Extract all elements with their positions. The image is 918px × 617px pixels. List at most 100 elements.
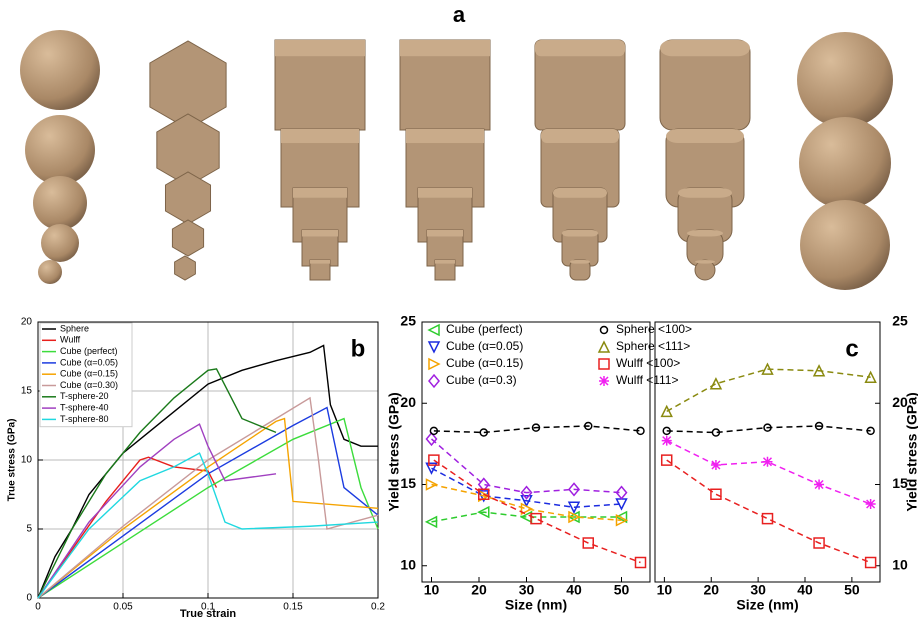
sphere bbox=[33, 176, 87, 230]
sphere bbox=[38, 260, 62, 284]
y-tick-label: 20 bbox=[892, 394, 908, 410]
series-line bbox=[431, 511, 622, 523]
marker bbox=[634, 556, 647, 569]
x-tick-label: 20 bbox=[703, 582, 719, 598]
cube-face bbox=[418, 188, 472, 198]
legend-label: Sphere <111> bbox=[616, 339, 690, 353]
panel-label: a bbox=[453, 2, 466, 27]
panel-a bbox=[20, 30, 893, 290]
marker bbox=[660, 454, 673, 466]
series-line bbox=[431, 438, 622, 494]
cube-face bbox=[302, 230, 338, 237]
sphere bbox=[797, 32, 893, 128]
marker bbox=[615, 514, 629, 527]
marker bbox=[428, 454, 440, 466]
cube-face bbox=[535, 40, 625, 57]
marker bbox=[762, 456, 773, 467]
cube-face bbox=[660, 40, 750, 57]
marker bbox=[710, 460, 721, 470]
x-tick-label: 0.1 bbox=[201, 602, 215, 613]
x-tick-label: 20 bbox=[471, 582, 487, 598]
x-tick-label: 10 bbox=[424, 582, 440, 598]
legend-swatch bbox=[427, 323, 440, 337]
series-line bbox=[37, 452, 379, 599]
marker bbox=[477, 505, 490, 519]
series-line bbox=[666, 459, 871, 564]
y-tick-label: 15 bbox=[400, 475, 416, 491]
series-line bbox=[37, 344, 378, 599]
cube-face bbox=[678, 188, 732, 198]
marker bbox=[520, 502, 534, 516]
sphere bbox=[799, 117, 891, 209]
marker bbox=[520, 485, 533, 500]
marker bbox=[812, 364, 826, 377]
series-line bbox=[666, 425, 871, 434]
legend-swatch bbox=[599, 376, 609, 386]
panel-label: b bbox=[351, 335, 366, 362]
legend-label: Sphere <100> bbox=[616, 322, 692, 336]
cube-face bbox=[666, 129, 744, 144]
legend-label: Cube (α=0.3) bbox=[446, 373, 517, 387]
series-line bbox=[666, 439, 871, 505]
legend-label: Cube (α=0.15) bbox=[446, 356, 523, 370]
y-tick-label: 0 bbox=[26, 593, 32, 604]
cube-face bbox=[687, 230, 723, 237]
legend-label: Cube (α=0.05) bbox=[60, 357, 118, 367]
marker bbox=[615, 485, 628, 500]
series-line bbox=[666, 368, 871, 413]
y-tick-label: 25 bbox=[892, 313, 908, 329]
marker bbox=[763, 423, 772, 432]
marker bbox=[425, 462, 438, 475]
marker bbox=[479, 428, 488, 437]
marker bbox=[582, 537, 594, 549]
marker bbox=[478, 488, 490, 500]
marker bbox=[520, 495, 533, 508]
legend-label: Sphere bbox=[60, 323, 89, 333]
marker bbox=[761, 512, 774, 525]
wulff bbox=[171, 219, 205, 257]
x-tick-label: 10 bbox=[657, 582, 673, 598]
series-line bbox=[431, 483, 622, 521]
marker bbox=[866, 426, 875, 436]
legend-swatch bbox=[597, 340, 611, 353]
marker bbox=[531, 423, 541, 432]
series-line bbox=[37, 406, 379, 599]
y-tick-label: 20 bbox=[400, 394, 416, 410]
x-tick-label: 0.15 bbox=[283, 602, 303, 613]
marker bbox=[477, 477, 490, 492]
wulff bbox=[174, 255, 196, 281]
x-tick-label: 50 bbox=[844, 582, 860, 598]
marker bbox=[814, 421, 824, 431]
legend-label: T-sphere-20 bbox=[60, 391, 109, 401]
sphere bbox=[20, 30, 100, 110]
legend-label: T-sphere-40 bbox=[60, 402, 109, 412]
cube-face bbox=[427, 230, 463, 237]
marker bbox=[584, 421, 593, 431]
marker bbox=[425, 431, 438, 447]
cube-face bbox=[695, 260, 715, 264]
y-tick-label: 5 bbox=[26, 524, 32, 535]
series-line bbox=[37, 396, 379, 599]
x-tick-label: 40 bbox=[566, 582, 582, 598]
cube-face bbox=[562, 230, 598, 237]
marker bbox=[660, 404, 673, 418]
series-line bbox=[37, 417, 379, 599]
series-line bbox=[433, 425, 641, 434]
series-line bbox=[37, 368, 277, 599]
sphere bbox=[25, 115, 95, 185]
legend-swatch bbox=[428, 357, 441, 371]
x-tick-label: 30 bbox=[519, 582, 535, 598]
legend-label: T-sphere-80 bbox=[60, 414, 109, 424]
x-axis-label: Size (nm) bbox=[505, 597, 567, 613]
x-tick-label: 40 bbox=[797, 582, 813, 598]
y-axis-label: Yield stress (GPa) bbox=[904, 392, 918, 511]
series-line bbox=[431, 467, 622, 509]
marker bbox=[761, 362, 774, 375]
cube-face bbox=[541, 129, 619, 144]
marker bbox=[636, 426, 645, 436]
cube-face bbox=[553, 188, 607, 198]
series-line bbox=[37, 417, 379, 599]
y-tick-label: 25 bbox=[400, 313, 416, 329]
cube-face bbox=[310, 260, 330, 264]
marker bbox=[530, 512, 542, 525]
